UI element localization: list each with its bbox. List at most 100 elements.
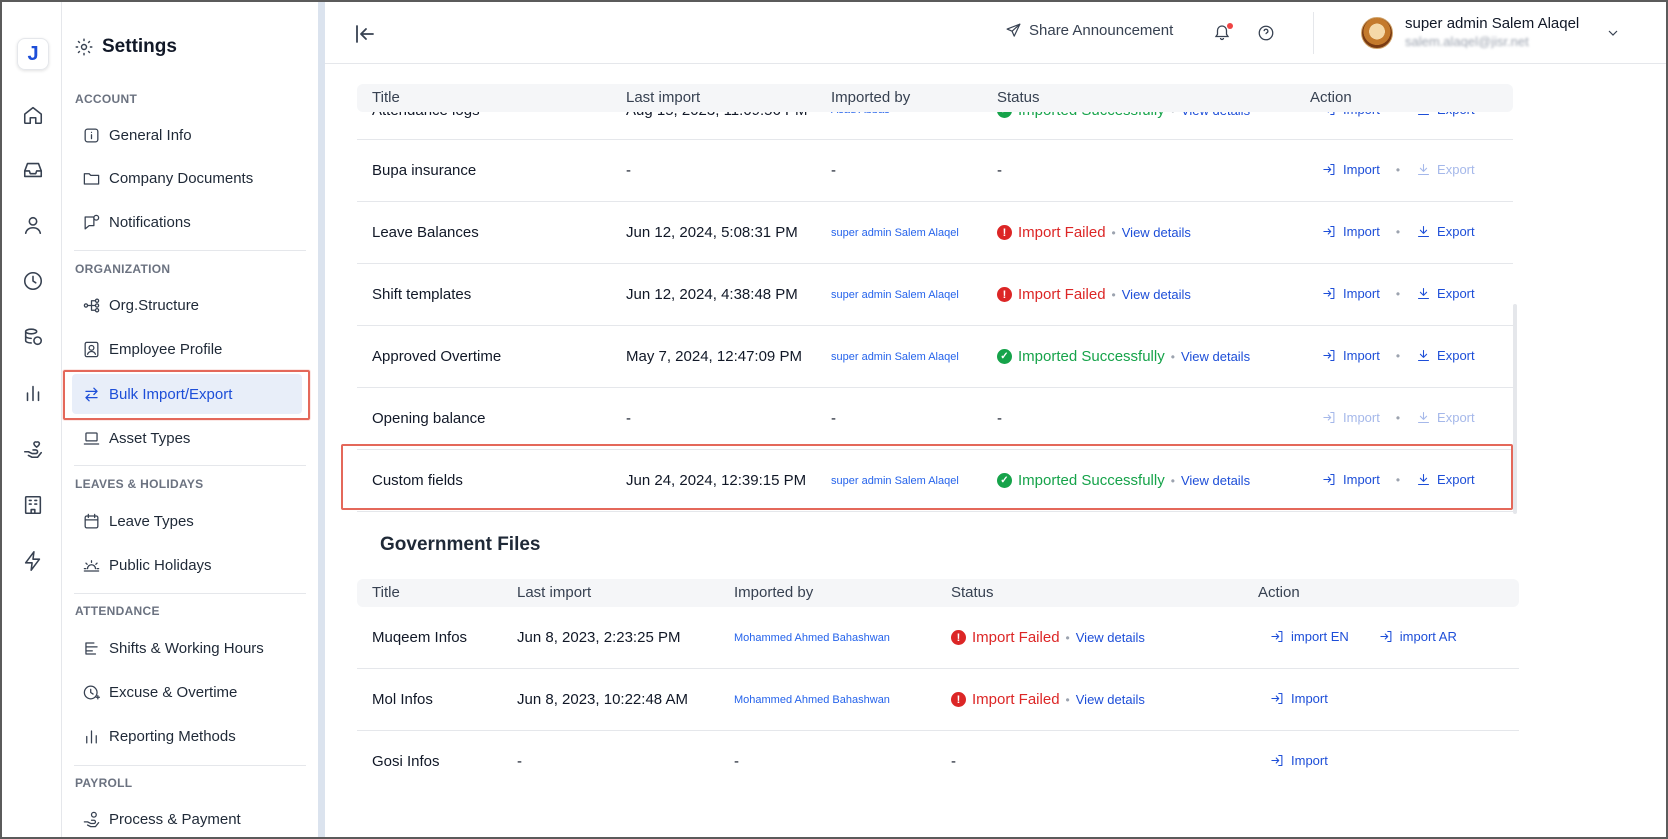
chevron-down-icon[interactable] bbox=[1605, 25, 1621, 41]
row-last-import: Jun 8, 2023, 2:23:25 PM bbox=[517, 629, 681, 646]
user-name: super admin Salem Alaqel bbox=[1405, 15, 1580, 32]
row-status: ✓ Imported Successfully • View details bbox=[997, 472, 1250, 489]
row-imported-by[interactable]: super admin Salem Alaqel bbox=[831, 351, 959, 363]
divider bbox=[74, 250, 306, 251]
sidebar-item-reporting-methods[interactable]: Reporting Methods bbox=[72, 716, 302, 756]
import-button[interactable]: Import bbox=[1322, 410, 1380, 425]
row-imported-by[interactable]: Mohammed Ahmed Bahashwan bbox=[734, 694, 890, 706]
table-header: Title Last import Imported by Status Act… bbox=[357, 84, 1513, 112]
import-label: Import bbox=[1343, 224, 1380, 239]
import-ar-button[interactable]: import AR bbox=[1379, 629, 1457, 644]
download-icon bbox=[1418, 411, 1430, 424]
bullet-separator: • bbox=[1395, 348, 1401, 363]
row-title: Gosi Infos bbox=[372, 753, 440, 770]
error-circle-icon: ! bbox=[997, 287, 1012, 302]
row-imported-by[interactable]: super admin Salem Alaqel bbox=[831, 227, 959, 239]
building-icon[interactable] bbox=[20, 492, 46, 518]
download-icon bbox=[1418, 287, 1430, 300]
row-last-import: - bbox=[626, 410, 631, 427]
row-imported-by[interactable]: Mohammed Ahmed Bahashwan bbox=[734, 632, 890, 644]
sidebar-item-general-info[interactable]: General Info bbox=[72, 115, 302, 155]
view-details-link[interactable]: View details bbox=[1121, 287, 1191, 302]
row-imported-by: - bbox=[831, 162, 836, 179]
bell-icon[interactable] bbox=[1213, 23, 1233, 43]
import-icon bbox=[1323, 411, 1335, 424]
import-label: Import bbox=[1343, 472, 1380, 487]
import-icon bbox=[1323, 225, 1335, 238]
sidebar-scrollbar[interactable] bbox=[318, 2, 325, 837]
top-header: Share Announcement super admin Salem Ala… bbox=[325, 2, 1666, 64]
row-imported-by[interactable]: super admin Salem Alaqel bbox=[831, 289, 959, 301]
row-actions: Import bbox=[1270, 753, 1328, 768]
export-button[interactable]: Export bbox=[1416, 348, 1475, 363]
row-actions: Import • Export bbox=[1322, 348, 1475, 363]
sidebar-item-org-structure[interactable]: Org.Structure bbox=[72, 285, 302, 325]
import-button[interactable]: Import bbox=[1322, 472, 1380, 487]
sidebar-item-company-documents[interactable]: Company Documents bbox=[72, 158, 302, 198]
import-button[interactable]: Import bbox=[1322, 348, 1380, 363]
row-status: ! Import Failed • View details bbox=[951, 629, 1145, 646]
database-icon[interactable] bbox=[20, 324, 46, 350]
sidebar-item-process-payment[interactable]: Process & Payment bbox=[72, 799, 302, 837]
sidebar-item-leave-types[interactable]: Leave Types bbox=[72, 501, 302, 541]
import-button[interactable]: Import bbox=[1270, 753, 1328, 768]
column-header-last-import: Last import bbox=[517, 584, 592, 601]
sidebar-item-shifts-working-hours[interactable]: Shifts & Working Hours bbox=[72, 628, 302, 668]
sidebar-item-label: Reporting Methods bbox=[109, 727, 236, 745]
table-row: Custom fields Jun 24, 2024, 12:39:15 PM … bbox=[357, 450, 1513, 512]
view-details-link[interactable]: View details bbox=[1180, 349, 1251, 364]
sidebar-title-text: Settings bbox=[102, 36, 177, 57]
help-icon[interactable] bbox=[1257, 24, 1277, 44]
import-icon bbox=[1380, 630, 1392, 643]
view-details-link[interactable]: View details bbox=[1121, 225, 1191, 240]
clock-icon[interactable] bbox=[20, 268, 46, 294]
import-button[interactable]: Import bbox=[1322, 224, 1380, 239]
status-text: Import Failed bbox=[1018, 286, 1106, 303]
sidebar-item-notifications[interactable]: Notifications bbox=[72, 202, 302, 242]
export-button[interactable]: Export bbox=[1416, 410, 1475, 425]
status-text: Import Failed bbox=[1018, 224, 1106, 241]
table-scrollbar[interactable] bbox=[1513, 304, 1517, 514]
bullet-separator: • bbox=[1111, 225, 1116, 240]
home-icon[interactable] bbox=[20, 102, 46, 128]
import-en-button[interactable]: import EN bbox=[1270, 629, 1349, 644]
sidebar-item-public-holidays[interactable]: Public Holidays bbox=[72, 545, 302, 585]
import-label: Import bbox=[1343, 162, 1380, 177]
import-button[interactable]: Import bbox=[1270, 691, 1328, 706]
folder-icon bbox=[83, 172, 100, 185]
view-details-link[interactable]: View details bbox=[1180, 473, 1251, 488]
bullet-separator: • bbox=[1065, 692, 1070, 707]
inbox-icon[interactable] bbox=[20, 157, 46, 183]
view-details-link[interactable]: View details bbox=[1075, 630, 1145, 645]
sidebar-item-employee-profile[interactable]: Employee Profile bbox=[72, 329, 302, 369]
avatar[interactable] bbox=[1361, 17, 1393, 49]
column-header-title: Title bbox=[372, 584, 400, 601]
sidebar-item-label: General Info bbox=[109, 126, 192, 144]
app-logo[interactable]: J bbox=[17, 38, 49, 70]
sidebar-item-label: Asset Types bbox=[109, 429, 191, 447]
status-text: Imported Successfully bbox=[1018, 348, 1165, 365]
export-label: Export bbox=[1437, 472, 1475, 487]
hand-heart-icon[interactable] bbox=[20, 436, 46, 462]
import-button[interactable]: Import bbox=[1322, 162, 1380, 177]
sidebar-item-excuse-overtime[interactable]: Excuse & Overtime bbox=[72, 672, 302, 712]
row-imported-by[interactable]: super admin Salem Alaqel bbox=[831, 475, 959, 487]
export-button[interactable]: Export bbox=[1416, 286, 1475, 301]
export-button[interactable]: Export bbox=[1416, 472, 1475, 487]
collapse-sidebar-icon[interactable] bbox=[353, 22, 377, 46]
bullet-separator: • bbox=[1395, 162, 1401, 177]
user-icon[interactable] bbox=[20, 212, 46, 238]
import-button[interactable]: Import bbox=[1322, 286, 1380, 301]
sidebar-item-bulk-import-export[interactable]: Bulk Import/Export bbox=[72, 374, 302, 414]
share-announcement-button[interactable]: Share Announcement bbox=[1005, 22, 1173, 39]
view-details-link[interactable]: View details bbox=[1075, 692, 1145, 707]
export-button[interactable]: Export bbox=[1416, 162, 1475, 177]
export-button[interactable]: Export bbox=[1416, 224, 1475, 239]
divider bbox=[74, 765, 306, 766]
row-actions: Import • Export bbox=[1322, 162, 1475, 177]
status-text: Imported Successfully bbox=[1018, 472, 1165, 489]
sidebar-item-asset-types[interactable]: Asset Types bbox=[72, 418, 302, 458]
sunrise-icon bbox=[83, 559, 100, 572]
bar-chart-icon[interactable] bbox=[20, 380, 46, 406]
lightning-icon[interactable] bbox=[20, 548, 46, 574]
